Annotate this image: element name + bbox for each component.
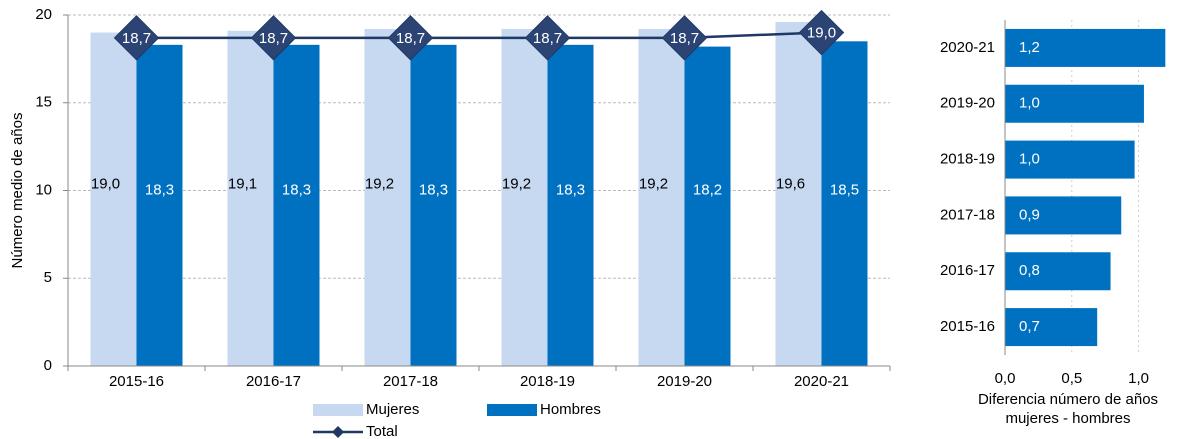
legend-swatch [487,404,537,416]
bar [1005,252,1111,291]
y-tick-label: 2020-21 [940,39,995,56]
y-tick-label: 2017-18 [940,206,995,223]
bar [684,46,731,367]
x-tick-label: 2018-19 [520,373,575,390]
data-label: 19,2 [365,175,394,192]
data-label: 1,0 [1019,95,1040,112]
bar [1005,140,1135,179]
data-label: 18,7 [533,30,562,47]
x-tick-label: 2016-17 [246,373,301,390]
bar [410,44,457,367]
bar [227,30,274,366]
data-label: 19,2 [639,175,668,192]
data-label: 18,7 [396,30,425,47]
y-tick-label: 2018-19 [940,151,995,168]
bar [638,29,685,366]
data-label: 18,7 [670,30,699,47]
bar [775,22,822,367]
data-label: 19,0 [807,25,836,42]
bar [136,44,183,367]
x-tick-label: 1,0 [1128,370,1149,387]
y-tick-label: 2015-16 [940,318,995,335]
marker [250,15,297,61]
marker [387,15,434,61]
marker [113,15,160,61]
legend-label: Total [366,423,398,439]
data-label: 18,3 [145,181,174,198]
bar [547,44,594,367]
y-tick-label: 0 [44,357,52,374]
x-axis-label: mujeres - hombres [1005,410,1130,427]
x-tick-label: 0,0 [995,370,1016,387]
marker [798,9,845,56]
data-label: 0,8 [1019,262,1040,279]
y-tick-label: 5 [44,269,52,286]
data-label: 19,2 [502,175,531,192]
data-label: 18,5 [830,181,859,198]
bar [1005,84,1144,123]
data-label: 1,0 [1019,151,1040,168]
legend-label: Mujeres [366,401,419,418]
x-tick-label: 2020-21 [794,373,849,390]
y-axis-label: Número medio de años [9,113,26,269]
bar [821,41,868,366]
x-axis-label: Diferencia número de años [978,391,1158,408]
y-tick-label: 20 [35,6,52,23]
bar [501,29,548,366]
x-tick-label: 2017-18 [383,373,438,390]
data-label: 1,2 [1019,39,1040,56]
y-tick-label: 15 [35,94,52,111]
data-label: 18,3 [282,181,311,198]
y-tick-label: 2016-17 [940,262,995,279]
data-label: 19,6 [776,175,805,192]
bar [1005,308,1098,347]
legend-swatch [332,426,344,438]
y-tick-label: 2019-20 [940,95,995,112]
legend-label: Hombres [540,401,601,418]
bar [1005,28,1166,67]
bar [1005,196,1122,235]
line [136,31,822,40]
legend-swatch [313,404,363,416]
x-tick-label: 0,5 [1061,370,1082,387]
x-tick-label: 2019-20 [657,373,712,390]
bar [90,32,137,367]
marker [524,15,571,61]
data-label: 19,1 [228,175,257,192]
data-label: 19,0 [91,175,120,192]
y-tick-label: 10 [35,181,52,198]
bar [364,29,411,366]
bar [273,44,320,367]
data-label: 0,9 [1019,206,1040,223]
data-label: 18,3 [419,181,448,198]
data-label: 18,7 [259,30,288,47]
marker [661,15,708,61]
data-label: 18,7 [122,30,151,47]
data-label: 18,2 [693,181,722,198]
x-tick-label: 2015-16 [109,373,164,390]
data-label: 18,3 [556,181,585,198]
data-label: 0,7 [1019,318,1040,335]
